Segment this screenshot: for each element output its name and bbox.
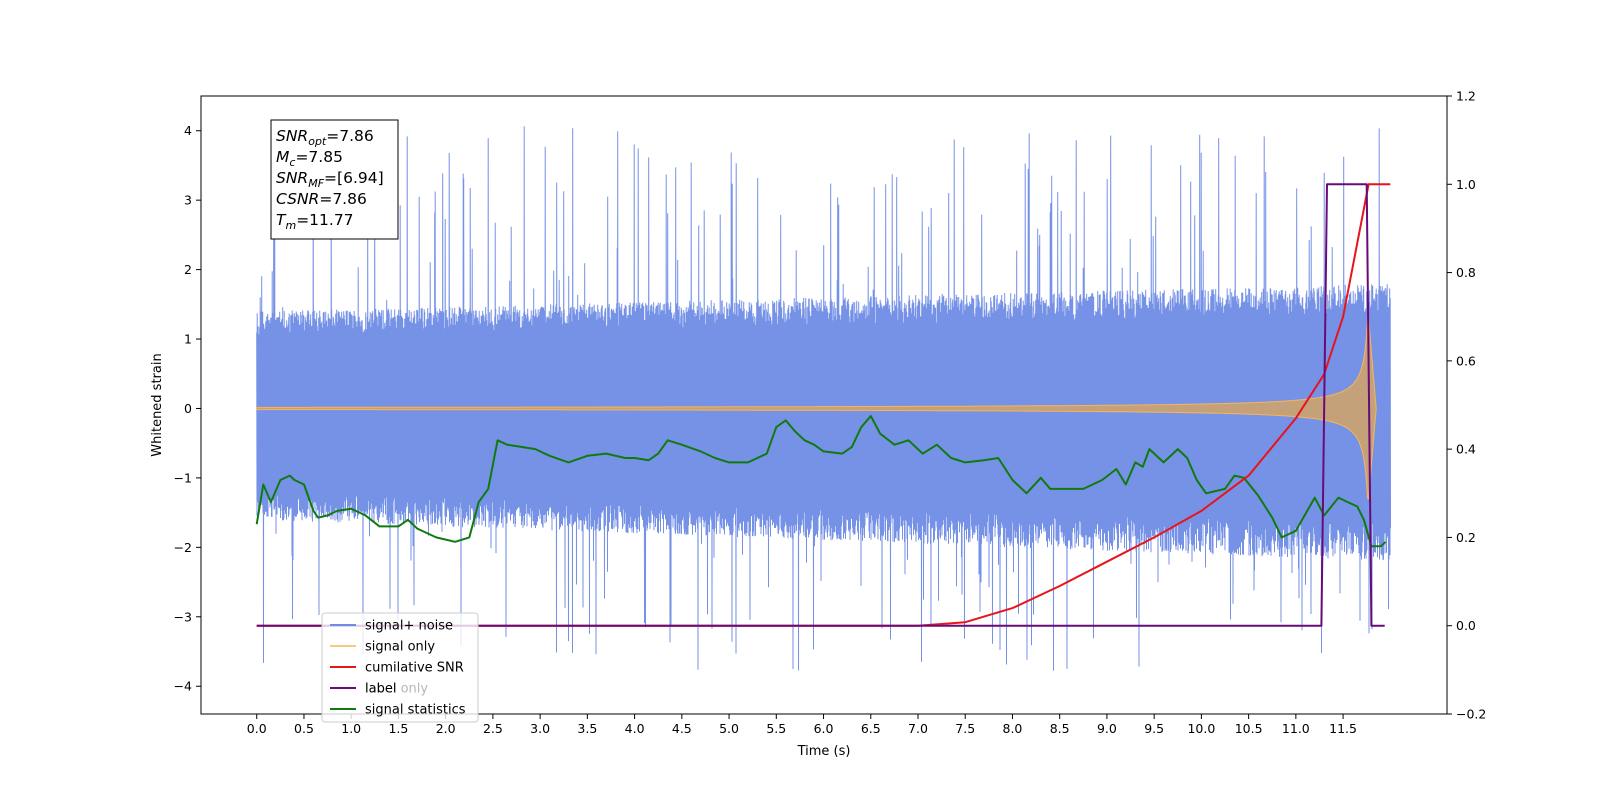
right-y-tick-label: 0.0 (1456, 618, 1476, 633)
left-y-tick-label: −4 (174, 679, 192, 694)
annotation-line: SNRopt=7.86 (276, 127, 374, 148)
x-tick-label: 7.5 (955, 721, 975, 736)
x-tick-label: 9.5 (1144, 721, 1164, 736)
right-y-axis-ticks: 1.2 1.0 0.8 0.6 0.4 0.2 0.0 −0.2 (1447, 89, 1486, 722)
x-tick-label: 3.5 (577, 721, 597, 736)
annotation-line: SNRMF=[6.94] (276, 169, 384, 190)
line-series-layer (255, 183, 1391, 627)
left-y-tick-label: −3 (174, 609, 192, 624)
x-tick-label: 1.5 (388, 721, 408, 736)
x-tick-label: 5.0 (719, 721, 739, 736)
x-tick-label: 2.0 (436, 721, 456, 736)
annotation-subscript: m (285, 219, 296, 232)
x-tick-label: 1.0 (341, 721, 361, 736)
noise-series-layer (256, 126, 1391, 671)
annotation-value: =7.85 (295, 148, 343, 166)
x-tick-label: 8.5 (1050, 721, 1070, 736)
legend-entry: signal+ noise (365, 619, 453, 634)
annotation-symbol: SNR (276, 169, 308, 187)
legend: signal+ noise signal only cumilative SNR la… (321, 612, 479, 723)
y-axis-label: Whitened strain (150, 353, 165, 456)
legend-entry: signal only (365, 640, 435, 655)
annotation-value: =7.86 (319, 190, 367, 208)
x-tick-label: 4.0 (625, 721, 645, 736)
x-tick-label: 2.5 (483, 721, 503, 736)
cumulative-snr-series (256, 183, 1391, 627)
right-y-tick-label: 0.4 (1456, 442, 1476, 457)
x-axis-label: Time (s) (797, 744, 851, 759)
right-y-tick-label: 0.2 (1456, 530, 1476, 545)
annotation-value: =7.86 (326, 127, 374, 145)
x-tick-label: 11.5 (1329, 721, 1357, 736)
parameter-annotation-box: SNRopt=7.86Mc=7.85SNRMF=[6.94]CSNR=7.86T… (270, 119, 399, 240)
label-series (256, 183, 1385, 627)
annotation-value: =11.77 (296, 211, 353, 229)
x-tick-label: 8.0 (1003, 721, 1023, 736)
left-y-axis-ticks: 4 3 2 1 0 −1 −2 −3 −4 (174, 123, 201, 694)
right-y-tick-label: −0.2 (1456, 707, 1486, 722)
signal-series-layer (256, 317, 1377, 500)
left-y-tick-label: 2 (184, 262, 192, 277)
annotation-frame (270, 119, 399, 240)
x-tick-label: 3.0 (530, 721, 550, 736)
x-tick-label: 11.0 (1282, 721, 1310, 736)
x-tick-label: 0.0 (247, 721, 267, 736)
annotation-symbol: T (276, 211, 287, 229)
right-y-tick-label: 0.6 (1456, 353, 1476, 368)
x-tick-label: 10.5 (1235, 721, 1263, 736)
signal-only-series (256, 317, 1377, 500)
x-tick-label: 4.5 (672, 721, 692, 736)
annotation-line: CSNR=7.86 (276, 190, 367, 208)
x-tick-label: 6.5 (861, 721, 881, 736)
legend-entry: cumilative SNR (365, 661, 464, 676)
x-tick-label: 10.0 (1187, 721, 1215, 736)
x-tick-label: 9.0 (1097, 721, 1117, 736)
x-tick-label: 7.0 (908, 721, 928, 736)
left-y-tick-label: −2 (174, 540, 192, 555)
right-y-tick-label: 0.8 (1456, 265, 1476, 280)
left-y-tick-label: 4 (184, 123, 192, 138)
annotation-symbol: SNR (276, 127, 308, 145)
annotation-line: Tm=11.77 (276, 211, 354, 232)
annotation-subscript: c (289, 156, 295, 169)
left-y-tick-label: 0 (184, 401, 192, 416)
left-y-tick-label: −1 (174, 470, 192, 485)
right-y-tick-label: 1.2 (1456, 89, 1476, 104)
legend-entry: label (365, 682, 396, 697)
left-y-tick-label: 3 (184, 193, 192, 208)
annotation-symbol: CSNR (276, 190, 319, 208)
annotation-subscript: opt (308, 135, 327, 148)
left-y-tick-label: 1 (184, 332, 192, 347)
right-y-tick-label: 1.0 (1456, 177, 1476, 192)
annotation-subscript: MF (308, 177, 324, 190)
legend-entry: label only (365, 682, 428, 697)
annotation-symbol: M (276, 148, 289, 166)
legend-frame (321, 612, 479, 723)
x-tick-label: 5.5 (766, 721, 786, 736)
annotation-line: Mc=7.85 (276, 148, 343, 169)
x-tick-label: 6.0 (814, 721, 834, 736)
x-axis-ticks: 0.0 0.5 1.0 1.5 2.0 2.5 3.0 3.5 4.0 4.5 5.0 5.5 6.0 6… (247, 714, 1357, 736)
x-tick-label: 0.5 (294, 721, 314, 736)
signal-noise-series (256, 126, 1391, 671)
annotation-value: =[6.94] (324, 169, 384, 187)
legend-entry: signal statistics (365, 703, 466, 718)
signal-statistics-series (255, 415, 1387, 548)
